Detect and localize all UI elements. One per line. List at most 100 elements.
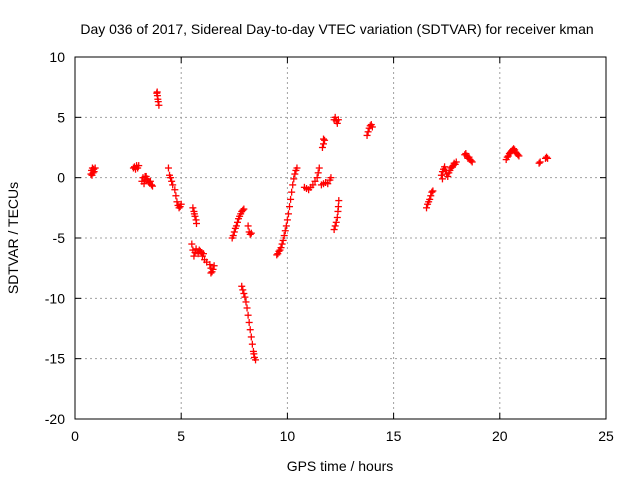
data-point (281, 227, 289, 235)
data-point (333, 119, 341, 127)
data-point (311, 177, 319, 185)
x-tick-label: 0 (71, 428, 79, 444)
data-point (175, 204, 183, 212)
data-point (233, 218, 241, 226)
data-point (88, 171, 96, 179)
data-point (246, 230, 254, 238)
data-point (313, 174, 321, 182)
data-point (146, 177, 154, 185)
data-point (240, 205, 248, 213)
data-point (441, 163, 449, 171)
data-point (438, 175, 446, 183)
data-point (333, 213, 341, 221)
data-point (206, 261, 214, 269)
data-point (510, 145, 518, 153)
data-point (291, 170, 299, 178)
data-point (229, 232, 237, 240)
data-point (239, 286, 247, 294)
data-point (210, 262, 218, 270)
data-point (283, 216, 291, 224)
data-point (169, 181, 177, 189)
data-point (273, 251, 281, 259)
data-point (90, 168, 98, 176)
data-point (244, 311, 252, 319)
data-point (232, 222, 240, 230)
plot-frame (74, 56, 607, 420)
data-point (318, 144, 326, 151)
data-point (535, 159, 543, 167)
data-point (330, 226, 338, 234)
data-point (426, 195, 434, 203)
data-point (171, 186, 179, 194)
data-point (515, 152, 523, 160)
data-point (250, 350, 258, 358)
y-tick-label: -20 (45, 411, 65, 427)
data-point (503, 153, 511, 161)
data-point (335, 197, 343, 205)
data-point (309, 181, 317, 189)
data-point (429, 187, 437, 195)
data-point (248, 340, 256, 348)
grid (75, 57, 606, 419)
data-point (247, 333, 255, 341)
data-point (252, 356, 260, 364)
data-point (155, 101, 163, 109)
data-point (321, 136, 329, 144)
data-point (364, 128, 372, 136)
data-point (468, 158, 476, 166)
data-point (452, 158, 460, 166)
data-point (427, 192, 435, 200)
data-point (135, 162, 143, 170)
data-point (189, 204, 197, 212)
x-tick-label: 20 (492, 428, 508, 444)
data-point (173, 198, 181, 206)
data-point (238, 282, 246, 290)
data-point (172, 192, 180, 200)
data-point (188, 240, 196, 248)
y-tick-label: 0 (57, 170, 65, 186)
data-point (467, 157, 475, 165)
data-point (191, 248, 199, 256)
data-point (278, 240, 286, 248)
data-point (315, 164, 323, 172)
chart-title: Day 036 of 2017, Sidereal Day-to-day VTE… (80, 21, 593, 37)
data-point (191, 212, 199, 220)
y-tick-label: -5 (53, 230, 66, 246)
data-point (289, 181, 297, 189)
x-tick-label: 15 (386, 428, 402, 444)
data-point (423, 204, 431, 212)
data-point (190, 252, 198, 260)
x-axis-label: GPS time / hours (287, 458, 394, 474)
data-point (320, 135, 328, 143)
x-tick-label: 25 (598, 428, 614, 444)
data-point (241, 293, 249, 301)
data-point (275, 247, 283, 255)
data-point (287, 195, 295, 203)
data-point (243, 304, 251, 312)
data-point (331, 222, 339, 230)
data-point (147, 181, 155, 189)
data-point (177, 200, 185, 208)
data-point (141, 172, 149, 180)
data-point (543, 153, 551, 161)
data-point (363, 131, 371, 139)
data-point (280, 232, 288, 240)
data-point (290, 175, 298, 183)
data-point (246, 326, 254, 334)
data-point (332, 218, 340, 226)
data-point (247, 229, 255, 237)
x-tick-label: 5 (177, 428, 185, 444)
data-point (153, 88, 161, 96)
data-point (192, 220, 200, 228)
data-point (140, 180, 148, 188)
data-point (230, 228, 238, 236)
data-point (240, 290, 248, 298)
data-point (284, 210, 292, 218)
data-point (91, 164, 99, 172)
x-tick-label: 10 (280, 428, 296, 444)
y-tick-label: -15 (45, 351, 65, 367)
data-point (288, 188, 296, 196)
data-point (334, 116, 342, 124)
data-point (277, 244, 285, 252)
